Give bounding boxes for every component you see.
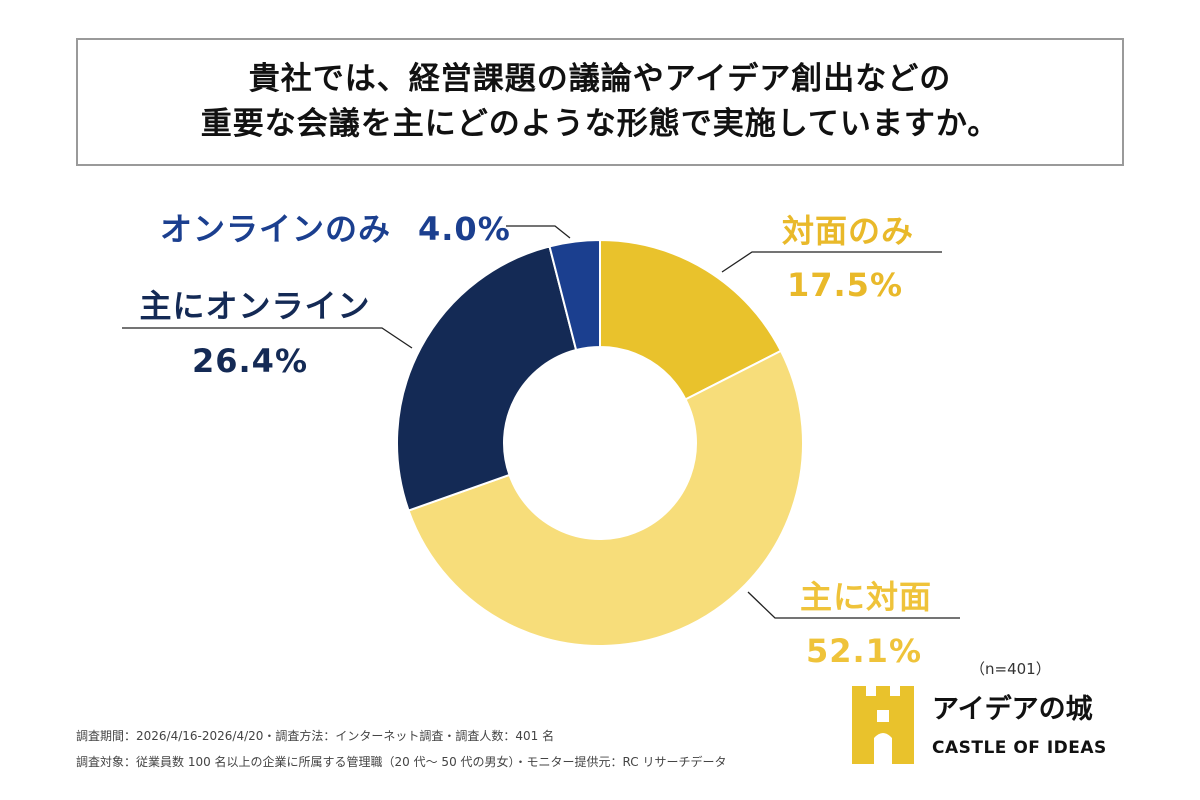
sample-size-label: （n=401） [970,660,1051,678]
question-title-line-1: 貴社では、経営課題の議論やアイデア創出などの [248,61,952,97]
donut-slice-2 [407,349,804,648]
donut-slice-4 [548,238,601,352]
survey-target-source: 調査対象：従業員数 100 名以上の企業に所属する管理職（20 代～ 50 代の… [76,755,727,769]
category-label-3: 主にオンライン [139,287,370,325]
donut-slice-3 [396,245,578,512]
value-label-1: 17.5% [787,266,903,304]
leader-line-3 [122,327,413,349]
leader-line-2 [747,591,960,619]
category-label-1: 対面のみ [782,212,914,250]
logo-japanese-name: アイデアの城 [932,694,1093,725]
survey-period-method: 調査期間：2026/4/16-2026/4/20・調査方法：インターネット調査・… [76,729,555,743]
survey-footer: 調査期間：2026/4/16-2026/4/20・調査方法：インターネット調査・… [76,723,726,775]
donut-slice-1 [599,238,783,401]
value-label-2: 52.1% [806,632,922,670]
leader-line-4 [506,225,571,239]
value-label-3: 26.4% [192,342,308,380]
question-title-line-2: 重要な会議を主にどのような形態で実施していますか。 [200,106,1000,142]
castle-of-ideas-logo: アイデアの城 CASTLE OF IDEAS [852,686,1152,766]
logo-english-name: CASTLE OF IDEAS [932,738,1107,758]
category-label-4: オンラインのみ [160,210,391,248]
leader-line-1 [721,251,942,273]
category-label-2: 主に対面 [800,578,932,616]
castle-icon [852,686,914,764]
value-label-4: 4.0% [418,210,511,248]
question-title-box: 貴社では、経営課題の議論やアイデア創出などの 重要な会議を主にどのような形態で実… [76,38,1124,166]
